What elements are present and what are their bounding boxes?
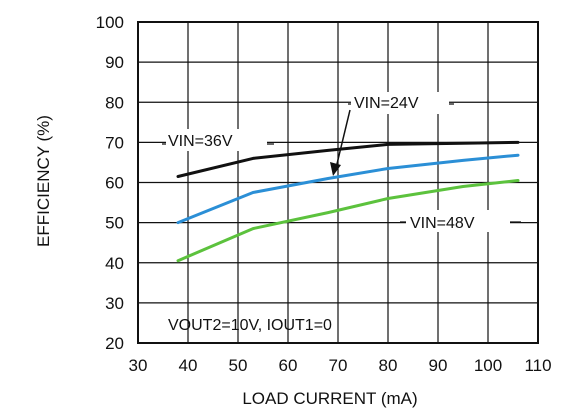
- x-tick-label: 90: [429, 356, 448, 375]
- x-tick-label: 100: [474, 356, 502, 375]
- series-line-vin-36v: [176, 140, 520, 178]
- series-line-vin-48v: [176, 179, 520, 263]
- series-lines: [176, 140, 520, 263]
- grid: [137, 21, 539, 344]
- vin24-arrowhead: [330, 162, 341, 176]
- y-tick-label: 50: [105, 214, 124, 233]
- annotations: VIN=36V VIN=24V VIN=48V VOUT2=10V, IOUT1…: [162, 92, 521, 334]
- tick-labels: 30 40 50 60 70 80 90 100 110 20 30 40 50 60 70 80 90 100: [96, 13, 552, 375]
- y-tick-label: 90: [105, 53, 124, 72]
- x-tick-label: 50: [229, 356, 248, 375]
- y-tick-label: 70: [105, 133, 124, 152]
- x-axis-title: LOAD CURRENT (mA): [242, 389, 417, 408]
- x-tick-label: 70: [329, 356, 348, 375]
- plot-frame: [137, 21, 539, 344]
- x-tick-label: 80: [379, 356, 398, 375]
- y-tick-label: 30: [105, 294, 124, 313]
- series-line-vin-24v: [176, 153, 520, 225]
- y-tick-label: 60: [105, 174, 124, 193]
- y-axis-title: EFFICIENCY (%): [34, 115, 53, 247]
- conditions-label: VOUT2=10V, IOUT1=0: [168, 317, 332, 334]
- y-tick-label: 40: [105, 254, 124, 273]
- y-tick-label: 100: [96, 13, 124, 32]
- x-tick-label: 30: [129, 356, 148, 375]
- vin24-label: VIN=24V: [354, 95, 419, 112]
- y-tick-label: 20: [105, 334, 124, 353]
- vin24-arrow: [335, 109, 351, 169]
- vin48-label: VIN=48V: [410, 215, 475, 232]
- vin48-label-bg: [406, 210, 510, 232]
- vin24-label-bg: [351, 92, 449, 114]
- vin36-label-bg: [166, 129, 267, 151]
- vin36-label: VIN=36V: [168, 133, 233, 150]
- x-tick-label: 60: [279, 356, 298, 375]
- y-tick-label: 80: [105, 93, 124, 112]
- x-tick-label: 40: [179, 356, 198, 375]
- x-tick-label: 110: [524, 356, 551, 375]
